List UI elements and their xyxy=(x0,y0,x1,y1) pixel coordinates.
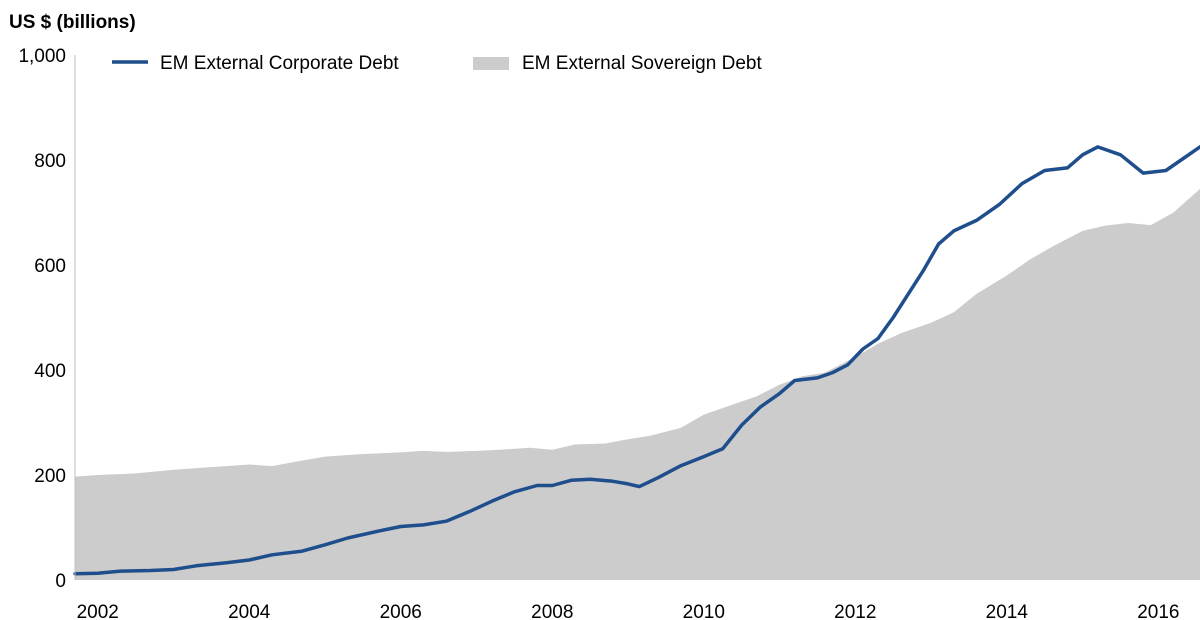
x-tick-label: 2006 xyxy=(380,602,422,620)
x-tick-label: 2002 xyxy=(77,602,119,620)
corporate-debt-line xyxy=(73,145,1200,576)
legend-corporate-label: EM External Corporate Debt xyxy=(160,53,399,74)
y-tick-label: 800 xyxy=(34,151,66,172)
y-tick-label: 600 xyxy=(34,256,66,277)
legend-sovereign-swatch xyxy=(473,57,509,70)
sovereign-debt-area xyxy=(75,188,1200,580)
y-tick-label: 1,000 xyxy=(18,46,66,67)
x-tick-label: 2016 xyxy=(1137,602,1179,620)
y-tick-label: 0 xyxy=(55,571,66,592)
y-tick-label: 200 xyxy=(34,466,66,487)
x-tick-label: 2010 xyxy=(683,602,725,620)
y-axis-title: US $ (billions) xyxy=(9,12,136,33)
corporate-debt-line-layer xyxy=(73,145,1200,576)
legend: EM External Corporate Debt EM External S… xyxy=(112,53,762,74)
sovereign-debt-area-layer xyxy=(75,188,1200,580)
x-tick-label: 2004 xyxy=(228,602,271,620)
y-tick-labels: 0 200 400 600 800 1,000 xyxy=(18,46,66,592)
x-tick-label: 2012 xyxy=(834,602,876,620)
x-tick-label: 2008 xyxy=(531,602,573,620)
x-tick-labels: 2002 2004 2006 2008 2010 2012 2014 2016 xyxy=(77,602,1180,620)
x-tick-label: 2014 xyxy=(986,602,1029,620)
legend-sovereign-label: EM External Sovereign Debt xyxy=(522,53,762,74)
y-tick-label: 400 xyxy=(34,361,66,382)
